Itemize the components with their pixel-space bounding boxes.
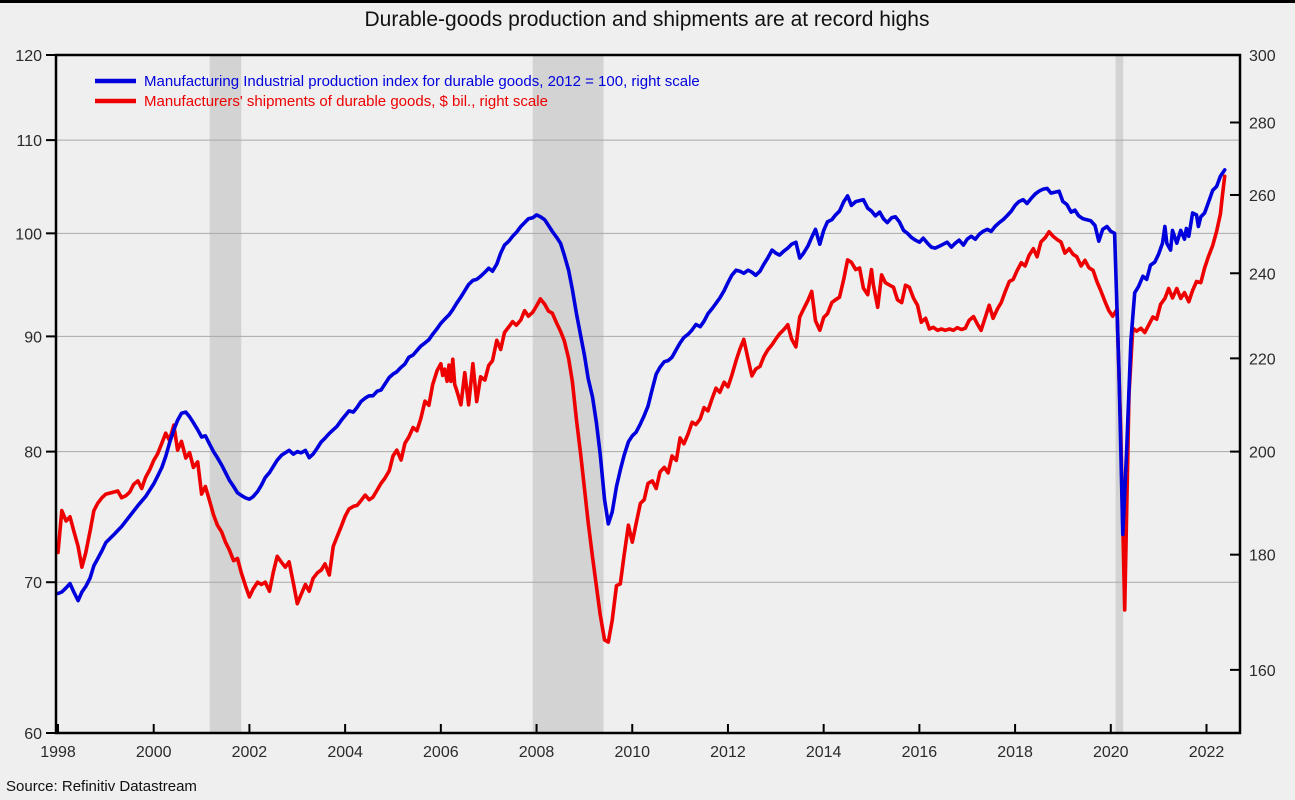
gridlines [56, 139, 1240, 583]
x-tick-label: 2002 [232, 744, 268, 761]
legend-item-shipments: Manufacturers' shipments of durable good… [95, 93, 548, 110]
x-tick-label: 2022 [1189, 744, 1225, 761]
right-tick-label: 260 [1249, 188, 1276, 205]
x-tick-label: 2012 [710, 744, 746, 761]
top-border [0, 0, 1295, 3]
plot-frame [54, 53, 1242, 735]
right-tick-label: 160 [1249, 663, 1276, 680]
left-tick-label: 80 [24, 445, 42, 462]
left-tick-label: 110 [16, 133, 42, 150]
left-tick-label: 100 [15, 226, 42, 243]
shipments-legend-label: Manufacturers' shipments of durable good… [144, 93, 548, 110]
right-tick-label: 180 [1249, 548, 1276, 565]
x-tick-label: 2004 [327, 744, 363, 761]
source-note: Source: Refinitiv Datastream [6, 778, 197, 795]
axis-ticks [46, 54, 1240, 734]
x-tick-label: 2008 [519, 744, 555, 761]
x-tick-label: 2006 [423, 744, 459, 761]
x-tick-label: 1998 [40, 744, 76, 761]
x-tick-label: 2000 [136, 744, 172, 761]
legend-item-production: Manufacturing Industrial production inde… [95, 73, 700, 90]
right-tick-label: 220 [1249, 351, 1276, 368]
page-title: Durable-goods production and shipments a… [364, 8, 929, 31]
left-tick-label: 120 [15, 48, 42, 65]
left-tick-label: 60 [24, 726, 42, 743]
right-tick-label: 280 [1249, 115, 1276, 132]
recession-band [209, 55, 242, 733]
legend: Manufacturing Industrial production inde… [95, 73, 700, 110]
series-lines [56, 168, 1227, 644]
axis-labels: 1998 2000 2002 2004 2006 2008 2010 2012 2014 2016… [15, 48, 1276, 761]
left-tick-label: 90 [24, 329, 42, 346]
x-tick-label: 2020 [1093, 744, 1129, 761]
right-tick-label: 200 [1249, 445, 1276, 462]
x-tick-label: 2018 [997, 744, 1033, 761]
shipments-line [56, 174, 1227, 644]
production-line [56, 168, 1227, 603]
production-legend-label: Manufacturing Industrial production inde… [144, 73, 700, 90]
x-tick-label: 2014 [806, 744, 842, 761]
left-tick-label: 70 [24, 575, 42, 592]
right-tick-label: 240 [1249, 266, 1276, 283]
right-tick-label: 300 [1249, 48, 1276, 65]
x-tick-label: 2010 [614, 744, 650, 761]
x-tick-label: 2016 [902, 744, 938, 761]
